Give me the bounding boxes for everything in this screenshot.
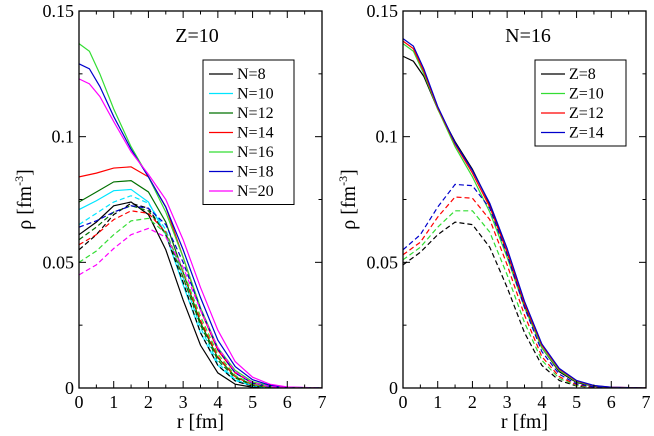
y-tick-label: 0.1 bbox=[376, 127, 399, 147]
legend-entry-label: N=8 bbox=[237, 66, 266, 83]
x-tick-label: 4 bbox=[213, 392, 222, 412]
x-tick-label: 1 bbox=[433, 392, 442, 412]
legend-entry-label: Z=8 bbox=[569, 66, 596, 83]
x-tick-label: 2 bbox=[144, 392, 153, 412]
dashed-series-line-13 bbox=[79, 227, 322, 388]
legend-entry-label: N=18 bbox=[237, 164, 274, 181]
legend-entry-label: N=10 bbox=[237, 86, 274, 103]
series-line-6 bbox=[79, 78, 322, 388]
x-axis-label: r [fm] bbox=[177, 411, 224, 433]
x-axis-label: r [fm] bbox=[501, 411, 548, 433]
legend: N=8 N=10 N=12 N=14 N=16 N=18 N=20 bbox=[202, 59, 295, 205]
y-axis-label: ρ [fm-3] bbox=[336, 169, 360, 230]
y-tick-label: 0 bbox=[389, 378, 398, 398]
x-tick-label: 5 bbox=[248, 392, 257, 412]
legend-entry-label: N=14 bbox=[237, 125, 274, 142]
y-tick-label: 0.15 bbox=[43, 1, 75, 21]
legend-entry-label: Z=14 bbox=[569, 125, 604, 142]
series-line-3 bbox=[403, 38, 646, 388]
series-line-0 bbox=[79, 201, 322, 388]
x-tick-label: 3 bbox=[503, 392, 512, 412]
dashed-series-line-7 bbox=[79, 202, 322, 388]
dashed-series-line-7 bbox=[403, 183, 646, 388]
x-tick-label: 6 bbox=[283, 392, 292, 412]
y-tick-label: 0.1 bbox=[52, 127, 75, 147]
x-tick-label: 2 bbox=[468, 392, 477, 412]
panel-title: N=16 bbox=[505, 25, 551, 47]
legend-entry-label: N=12 bbox=[237, 105, 274, 122]
y-tick-label: 0.05 bbox=[43, 252, 75, 272]
series-group bbox=[79, 43, 322, 388]
series-line-4 bbox=[79, 43, 322, 388]
legend: Z=8 Z=10 Z=12 Z=14 bbox=[534, 59, 627, 147]
series-group bbox=[403, 38, 646, 388]
x-tick-label: 7 bbox=[642, 392, 651, 412]
x-tick-label: 0 bbox=[75, 392, 84, 412]
legend-entry-label: Z=10 bbox=[569, 86, 604, 103]
panel-right-n16: 0 1 2 3 4 5 6 7 0 0.05 0.1 0.15 r [fm] ρ [fm-3] N=16 Z=… bbox=[336, 1, 651, 433]
x-tick-label: 5 bbox=[572, 392, 581, 412]
x-tick-label: 1 bbox=[109, 392, 118, 412]
dashed-series-line-11 bbox=[79, 217, 322, 388]
y-axis-label: ρ [fm-3] bbox=[12, 169, 36, 230]
dashed-series-line-8 bbox=[79, 195, 322, 388]
x-tick-label: 4 bbox=[537, 392, 546, 412]
legend-entry-label: N=20 bbox=[237, 183, 274, 200]
x-tick-label: 3 bbox=[179, 392, 188, 412]
x-tick-label: 6 bbox=[607, 392, 616, 412]
legend-entry-label: N=16 bbox=[237, 144, 274, 161]
series-line-2 bbox=[79, 180, 322, 388]
panel-title: Z=10 bbox=[175, 25, 219, 47]
panel-left-z10: 0 1 2 3 4 5 6 7 0 0.05 0.1 0.15 r [fm] ρ [fm-3] Z=10 N=… bbox=[12, 1, 327, 433]
series-line-5 bbox=[79, 63, 322, 388]
x-tick-label: 0 bbox=[399, 392, 408, 412]
y-tick-label: 0 bbox=[65, 378, 74, 398]
dashed-series-line-10 bbox=[79, 210, 322, 388]
y-tick-label: 0.05 bbox=[367, 252, 399, 272]
x-tick-label: 7 bbox=[318, 392, 327, 412]
y-tick-label: 0.15 bbox=[367, 1, 399, 21]
legend-entry-label: Z=12 bbox=[569, 105, 604, 122]
